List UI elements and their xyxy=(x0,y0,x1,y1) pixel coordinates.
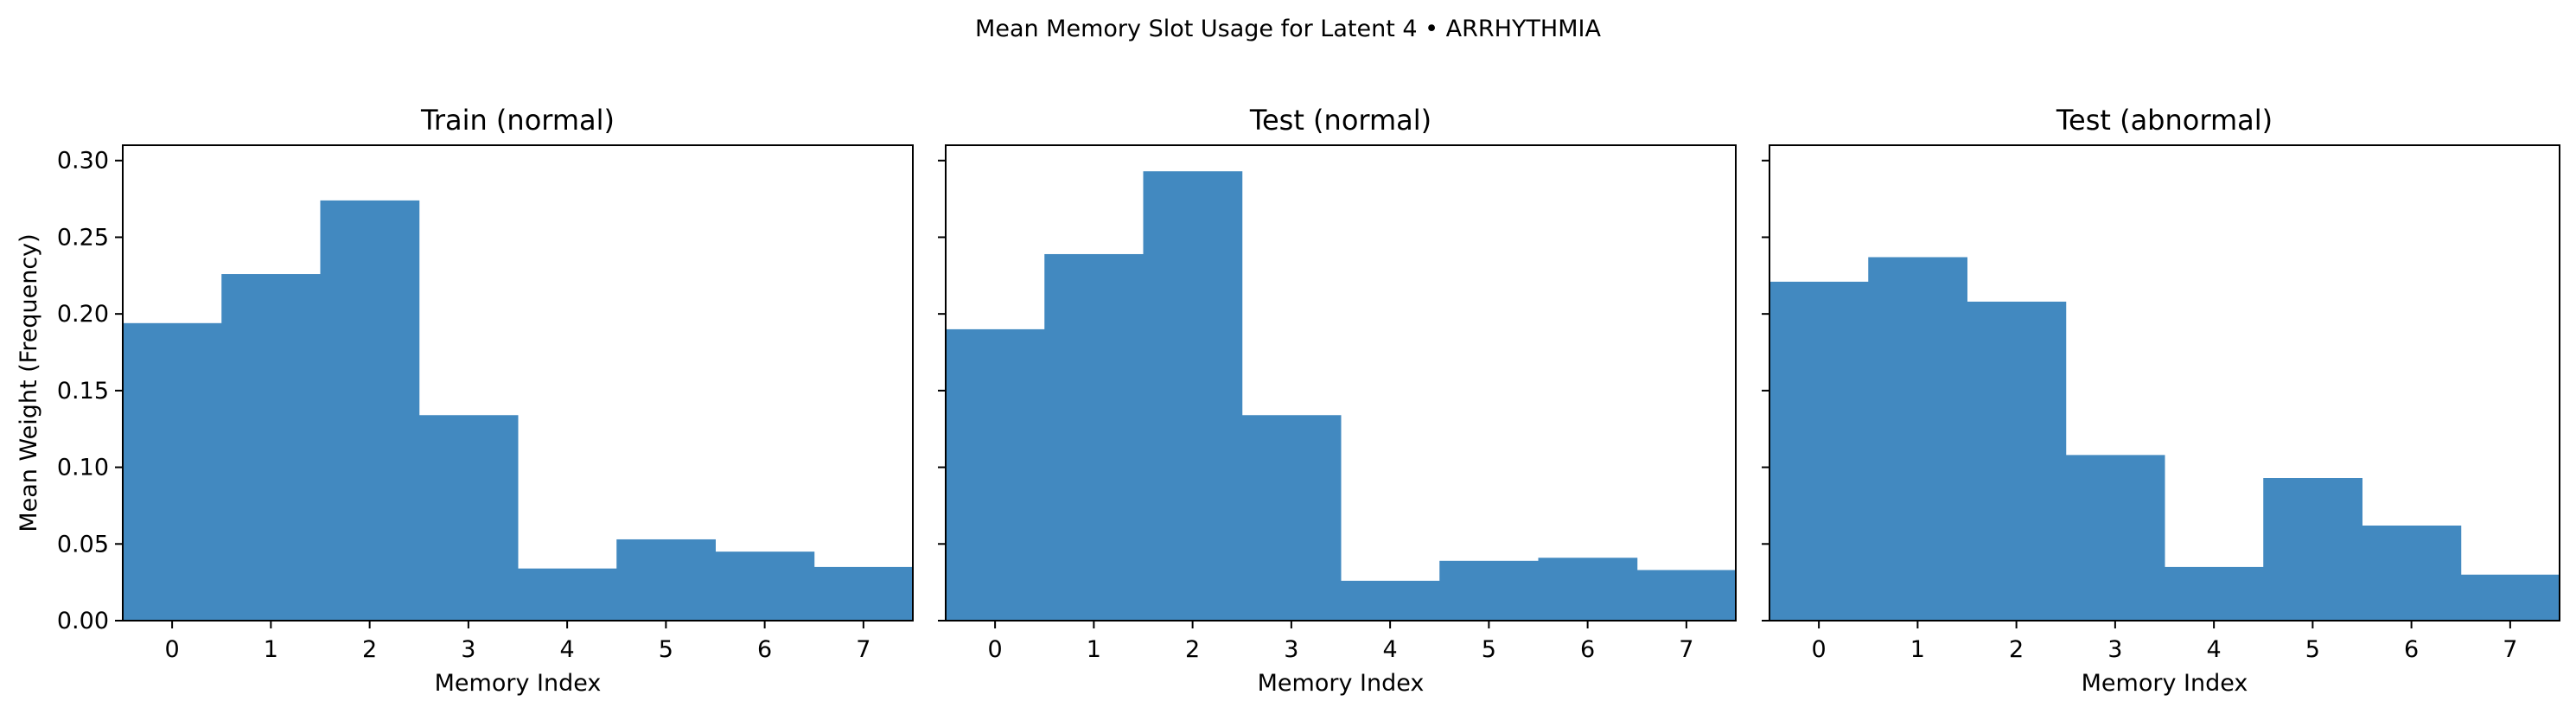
bar-5 xyxy=(1439,560,1539,621)
bar-6 xyxy=(1538,558,1638,621)
plot-frame xyxy=(122,144,914,622)
x-tick-label: 1 xyxy=(264,636,278,663)
x-tick-label: 0 xyxy=(165,636,180,663)
x-axis-label: Memory Index xyxy=(435,670,602,697)
x-tick-label: 1 xyxy=(1087,636,1101,663)
x-tick-label: 6 xyxy=(1580,636,1595,663)
bar-2 xyxy=(1967,301,2067,621)
x-tick-label: 2 xyxy=(1185,636,1200,663)
x-tick-label: 4 xyxy=(560,636,575,663)
bar-0 xyxy=(946,328,1045,621)
panel-title: Test (normal) xyxy=(1249,104,1431,137)
bar-5 xyxy=(616,539,716,621)
panel-3: 0 1 2 3 4 5 6 7 Test (abnormal) Memory Index xyxy=(1762,104,2560,697)
x-tick-label: 5 xyxy=(1482,636,1496,663)
y-tick-label: 0.20 xyxy=(57,301,109,328)
panel-2: 0 1 2 3 4 5 6 7 Test (normal) Memory Index xyxy=(938,104,1737,697)
y-tick-label: 0.15 xyxy=(57,378,109,405)
bar-7 xyxy=(813,566,914,621)
panel-title: Test (abnormal) xyxy=(2056,104,2273,137)
plot-frame xyxy=(1769,144,2560,622)
bar-6 xyxy=(2362,526,2462,621)
x-tick-label: 4 xyxy=(2207,636,2222,663)
x-tick-label: 3 xyxy=(2107,636,2122,663)
figure-title: Mean Memory Slot Usage for Latent 4 • AR… xyxy=(975,16,1601,42)
bar-1 xyxy=(1044,253,1144,621)
bar-2 xyxy=(1143,171,1243,622)
x-tick-label: 7 xyxy=(1679,636,1693,663)
plot-frame xyxy=(945,144,1737,622)
bar-5 xyxy=(2263,478,2362,621)
x-tick-label: 3 xyxy=(1284,636,1298,663)
x-tick-label: 3 xyxy=(461,636,475,663)
bar-6 xyxy=(715,551,815,621)
x-tick-label: 6 xyxy=(2404,636,2419,663)
x-tick-label: 2 xyxy=(362,636,377,663)
y-tick-label: 0.25 xyxy=(57,224,109,251)
x-tick-label: 7 xyxy=(856,636,870,663)
x-tick-label: 2 xyxy=(2009,636,2024,663)
bar-0 xyxy=(123,322,222,621)
x-tick-label: 7 xyxy=(2503,636,2517,663)
bar-3 xyxy=(1241,415,1342,621)
bar-4 xyxy=(2165,566,2264,621)
x-tick-label: 6 xyxy=(757,636,772,663)
x-tick-label: 0 xyxy=(1812,636,1827,663)
x-axis-label: Memory Index xyxy=(1258,670,1425,697)
bar-3 xyxy=(418,415,519,621)
bar-0 xyxy=(1769,281,1869,621)
bar-1 xyxy=(221,274,321,621)
y-tick-label: 0.00 xyxy=(57,608,109,634)
bar-7 xyxy=(1636,570,1737,621)
y-tick-label: 0.10 xyxy=(57,455,109,481)
panel-1: 0 1 2 3 4 5 6 7 0.00 0.05 0.10 0.15 0.20 0.25 0.30 Trai… xyxy=(16,104,914,697)
y-tick-label: 0.05 xyxy=(57,531,109,558)
panels: 0 1 2 3 4 5 6 7 0.00 0.05 0.10 0.15 0.20 0.25 0.30 Trai… xyxy=(16,104,2560,697)
x-tick-label: 0 xyxy=(988,636,1003,663)
bar-2 xyxy=(320,200,420,621)
bar-4 xyxy=(518,568,617,621)
bar-1 xyxy=(1868,257,1967,621)
y-tick-label: 0.30 xyxy=(57,148,109,175)
bar-4 xyxy=(1341,580,1440,621)
x-tick-label: 4 xyxy=(1383,636,1398,663)
x-tick-label: 1 xyxy=(1910,636,1925,663)
bar-7 xyxy=(2460,574,2560,621)
x-tick-label: 5 xyxy=(659,636,673,663)
y-axis-label: Mean Weight (Frequency) xyxy=(16,233,42,532)
bar-3 xyxy=(2065,455,2165,621)
x-axis-label: Memory Index xyxy=(2082,670,2248,697)
x-tick-label: 5 xyxy=(2305,636,2320,663)
panel-title: Train (normal) xyxy=(420,104,615,137)
